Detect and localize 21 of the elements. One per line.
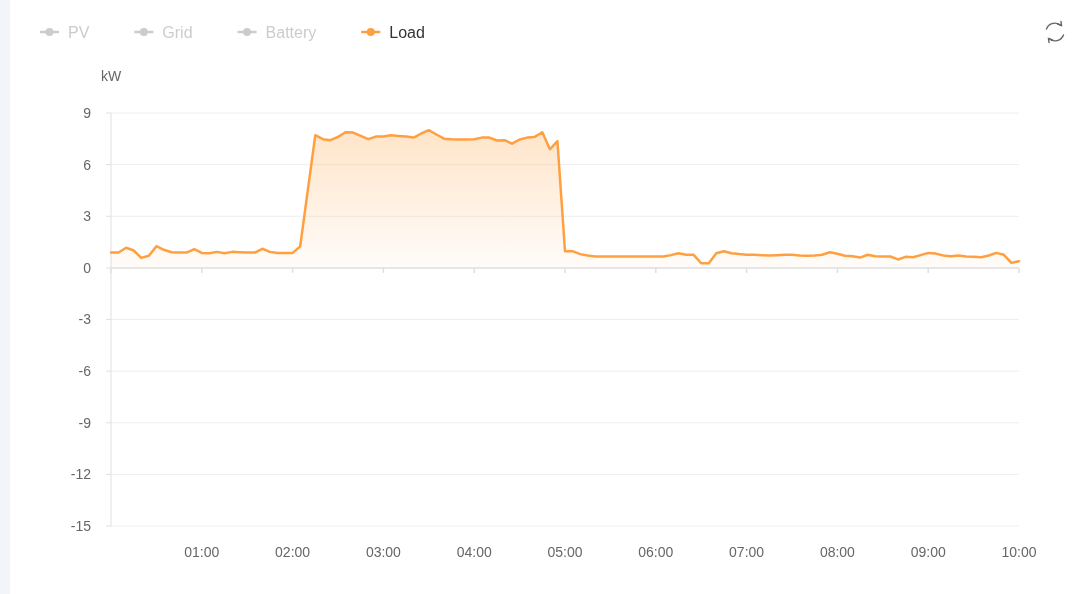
y-tick-label: -9: [78, 414, 92, 431]
y-tick-label: 3: [83, 208, 92, 225]
x-tick-label: 08:00: [819, 543, 856, 560]
y-tick-label: -15: [70, 517, 92, 534]
x-tick-label: 06:00: [638, 543, 674, 560]
y-tick-label: 0: [83, 259, 92, 276]
y-tick-label: -3: [78, 311, 92, 328]
y-tick-label: -12: [70, 466, 92, 483]
y-tick-label: 9: [83, 104, 92, 121]
x-tick-label: 07:00: [729, 543, 765, 560]
x-tick-label: 04:00: [456, 543, 492, 560]
y-tick-label: -6: [78, 363, 92, 380]
y-tick-label: 6: [83, 156, 92, 173]
x-tick-label: 10:00: [1001, 543, 1037, 560]
x-tick-label: 01:00: [184, 543, 220, 560]
x-tick-label: 09:00: [910, 543, 946, 560]
x-tick-label: 02:00: [275, 543, 311, 560]
x-tick-label: 03:00: [365, 543, 402, 560]
x-tick-label: 05:00: [547, 543, 583, 560]
y-axis-title: kW: [100, 67, 122, 84]
legend-label: Load: [389, 23, 425, 41]
